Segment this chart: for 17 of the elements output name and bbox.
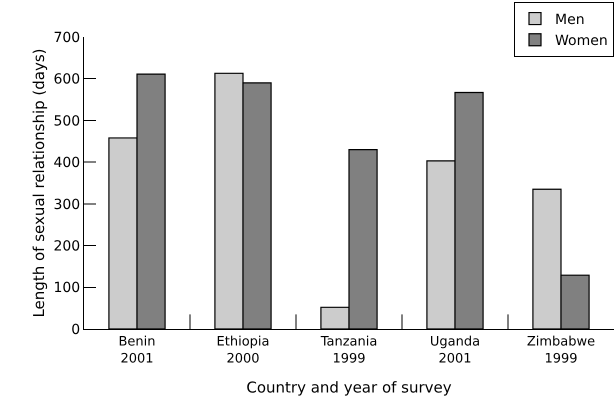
legend-label: Men xyxy=(555,12,585,28)
x-tick-label: Ethiopia 2000 xyxy=(216,334,270,366)
x-tick-label: Uganda 2001 xyxy=(430,334,480,366)
x-tick-label: Zimbabwe 1999 xyxy=(526,334,596,366)
y-tick-label: 500 xyxy=(53,113,80,130)
y-tick-label: 600 xyxy=(53,72,80,88)
x-tick-label: Benin 2001 xyxy=(118,334,156,366)
x-tick-label: Tanzania 1999 xyxy=(320,334,378,366)
y-tick-label: 100 xyxy=(53,280,80,296)
y-axis-title: Length of sexual relationship (days) xyxy=(30,48,48,318)
y-tick-label: 0 xyxy=(71,322,80,338)
y-tick-label: 200 xyxy=(53,238,80,254)
legend-label: Women xyxy=(555,33,608,50)
y-tick-label: 300 xyxy=(53,196,80,213)
y-tick-label: 700 xyxy=(53,30,80,46)
x-axis-title: Country and year of survey xyxy=(246,378,452,396)
y-tick-label: 400 xyxy=(53,155,80,172)
